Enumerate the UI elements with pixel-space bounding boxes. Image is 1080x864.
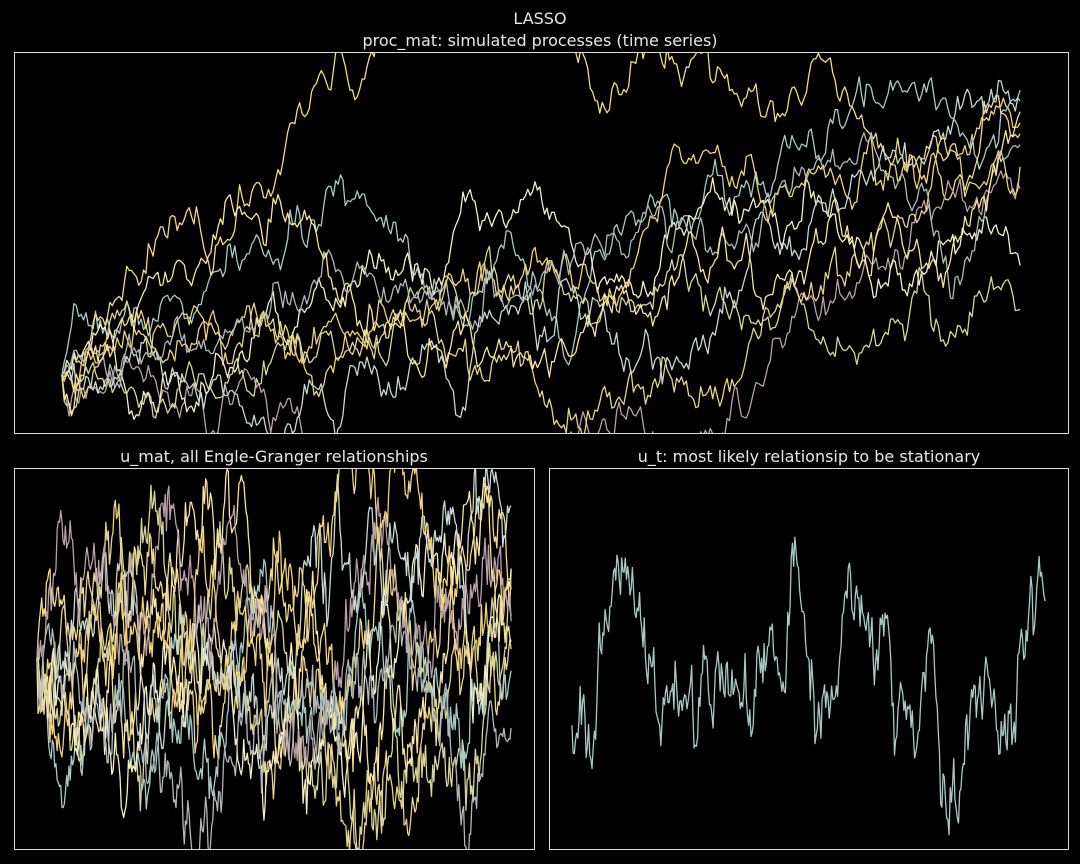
u-t-panel: [549, 468, 1069, 850]
proc-mat-plot: [61, 53, 1021, 433]
proc-mat-series-8: [61, 132, 1021, 433]
proc-mat-series-5: [61, 245, 1021, 419]
proc-mat-title: proc_mat: simulated processes (time seri…: [362, 31, 718, 50]
u-mat-series-10: [36, 600, 512, 849]
u-mat-series-9: [36, 469, 512, 758]
proc-mat-panel: [14, 52, 1069, 434]
figure-suptitle: LASSO: [513, 9, 567, 28]
u-t-plot: [571, 536, 1046, 836]
proc-mat-series-6: [61, 97, 1021, 398]
u-mat-title: u_mat, all Engle-Granger relationships: [120, 447, 428, 466]
proc-mat-series-10: [61, 111, 1021, 417]
proc-mat-series-9: [61, 131, 1021, 389]
u-mat-series-3: [36, 499, 512, 849]
u-t-series: [571, 536, 1046, 836]
u-mat-panel: [14, 468, 535, 850]
u-mat-series-2: [36, 484, 512, 849]
u-mat-series-1: [36, 485, 512, 760]
u-mat-series-8: [36, 485, 512, 770]
proc-mat-series-7: [61, 79, 1021, 433]
proc-mat-series-2: [61, 53, 1021, 381]
proc-mat-series-1: [61, 76, 1021, 376]
proc-mat-series-4: [61, 177, 1021, 420]
proc-mat-series-3: [61, 170, 1021, 433]
u-mat-plot: [36, 469, 512, 849]
u-t-title: u_t: most likely relationsip to be stati…: [637, 447, 981, 466]
